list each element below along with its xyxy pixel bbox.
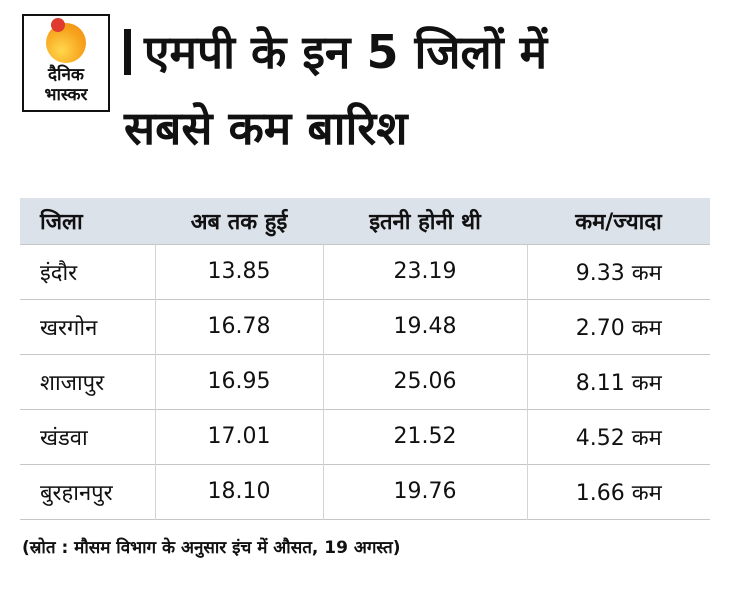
rainfall-table: जिला अब तक हुई इतनी होनी थी कम/ज्यादा इं…	[20, 198, 710, 520]
cell-so-far: 16.95	[154, 353, 323, 409]
column-header-so-far: अब तक हुई	[190, 209, 288, 235]
cell-district: इंदौर	[20, 243, 155, 299]
title-line1-wrap: एमपी के इन 5 जिलों में	[124, 14, 547, 90]
cell-diff: 8.11 कम	[526, 353, 710, 409]
cell-expected: 19.48	[322, 298, 527, 354]
column-header-expected: इतनी होनी थी	[369, 209, 481, 235]
cell-expected: 23.19	[322, 243, 527, 299]
sun-icon	[46, 18, 86, 63]
cell-diff: 1.66 कम	[526, 463, 710, 519]
cell-expected: 25.06	[322, 353, 527, 409]
column-header-district: जिला	[40, 209, 83, 235]
cell-diff: 4.52 कम	[526, 408, 710, 464]
cell-district: बुरहानपुर	[20, 463, 155, 519]
cell-expected: 21.52	[322, 408, 527, 464]
cell-district: शाजापुर	[20, 353, 155, 409]
table-row: शाजापुर 16.95 25.06 8.11 कम	[20, 353, 710, 409]
table-header-row: जिला अब तक हुई इतनी होनी थी कम/ज्यादा	[20, 198, 710, 244]
logo-text: दैनिक भास्कर	[44, 65, 88, 105]
cell-so-far: 17.01	[154, 408, 323, 464]
cell-diff: 2.70 कम	[526, 298, 710, 354]
cell-district: खंडवा	[20, 408, 155, 464]
page-title: एमपी के इन 5 जिलों में सबसे कम बारिश	[124, 14, 547, 166]
dainik-bhaskar-logo: दैनिक भास्कर	[22, 14, 110, 112]
sun-dot-icon	[51, 18, 65, 32]
logo-text-line1: दैनिक	[48, 65, 84, 85]
title-line1: एमपी के इन 5 जिलों में	[144, 25, 548, 79]
title-accent-bar	[124, 29, 131, 75]
table-row: बुरहानपुर 18.10 19.76 1.66 कम	[20, 463, 710, 519]
cell-so-far: 13.85	[154, 243, 323, 299]
column-header-diff: कम/ज्यादा	[575, 209, 662, 235]
cell-so-far: 16.78	[154, 298, 323, 354]
table-row: खरगोन 16.78 19.48 2.70 कम	[20, 298, 710, 354]
cell-district: खरगोन	[20, 298, 155, 354]
logo-text-line2: भास्कर	[44, 84, 88, 105]
table-row: खंडवा 17.01 21.52 4.52 कम	[20, 408, 710, 464]
cell-expected: 19.76	[322, 463, 527, 519]
title-line2: सबसे कम बारिश	[124, 101, 408, 155]
cell-so-far: 18.10	[154, 463, 323, 519]
table-row: इंदौर 13.85 23.19 9.33 कम	[20, 243, 710, 299]
header: दैनिक भास्कर एमपी के इन 5 जिलों में सबसे…	[0, 0, 730, 166]
source-note: (स्रोत : मौसम विभाग के अनुसार इंच में औस…	[22, 537, 401, 558]
cell-diff: 9.33 कम	[526, 243, 710, 299]
